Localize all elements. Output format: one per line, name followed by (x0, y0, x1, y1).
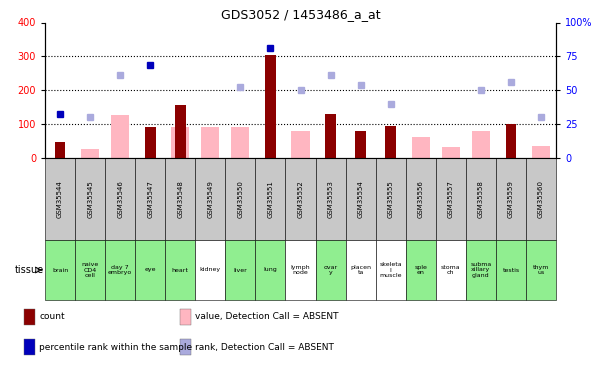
Bar (412, 137, 430, 158)
Text: count: count (39, 312, 65, 321)
Bar (505, 124, 516, 158)
Text: GSM35551: GSM35551 (267, 180, 273, 218)
Bar (466, 240, 496, 300)
Text: GSM35559: GSM35559 (508, 180, 514, 218)
Bar (165, 158, 195, 240)
Text: GSM35550: GSM35550 (237, 180, 243, 218)
Bar (442, 147, 460, 158)
Text: subma
xillary
gland: subma xillary gland (470, 262, 492, 278)
Text: GSM35546: GSM35546 (117, 180, 123, 218)
Bar (180, 309, 191, 325)
Text: GSM35558: GSM35558 (478, 180, 484, 218)
Bar (45, 158, 75, 240)
Bar (532, 146, 550, 158)
Bar (24, 339, 35, 356)
Bar (195, 240, 225, 300)
Bar (291, 130, 310, 158)
Bar (346, 240, 376, 300)
Bar (175, 105, 186, 158)
Bar (135, 158, 165, 240)
Text: lymph
node: lymph node (291, 265, 310, 275)
Text: heart: heart (172, 267, 189, 273)
Text: GSM35555: GSM35555 (388, 180, 394, 218)
Bar (526, 240, 556, 300)
Bar (325, 114, 336, 158)
Text: rank, Detection Call = ABSENT: rank, Detection Call = ABSENT (195, 343, 334, 352)
Text: GSM35548: GSM35548 (177, 180, 183, 218)
Text: skeleta
l
muscle: skeleta l muscle (379, 262, 402, 278)
Text: GSM35545: GSM35545 (87, 180, 93, 218)
Text: brain: brain (52, 267, 69, 273)
Bar (355, 130, 366, 158)
Bar (231, 127, 249, 158)
Bar (255, 240, 285, 300)
Text: value, Detection Call = ABSENT: value, Detection Call = ABSENT (195, 312, 339, 321)
Text: GSM35552: GSM35552 (297, 180, 304, 218)
Bar (496, 158, 526, 240)
Bar (225, 240, 255, 300)
Bar (346, 158, 376, 240)
Title: GDS3052 / 1453486_a_at: GDS3052 / 1453486_a_at (221, 8, 380, 21)
Text: stoma
ch: stoma ch (441, 265, 460, 275)
Text: GSM35560: GSM35560 (538, 180, 544, 218)
Text: GSM35547: GSM35547 (147, 180, 153, 218)
Bar (145, 127, 156, 158)
Text: GSM35554: GSM35554 (358, 180, 364, 218)
Bar (105, 240, 135, 300)
Text: eye: eye (144, 267, 156, 273)
Bar (472, 130, 490, 158)
Bar (255, 158, 285, 240)
Bar (45, 240, 75, 300)
Bar (376, 158, 406, 240)
Bar (496, 240, 526, 300)
Text: GSM35549: GSM35549 (207, 180, 213, 218)
Bar (201, 127, 219, 158)
Bar (165, 240, 195, 300)
Bar (376, 240, 406, 300)
Bar (316, 240, 346, 300)
Bar (316, 158, 346, 240)
Bar (171, 127, 189, 158)
Bar (111, 116, 129, 158)
Bar (105, 158, 135, 240)
Text: sple
en: sple en (414, 265, 427, 275)
Bar (75, 158, 105, 240)
Bar (55, 142, 66, 158)
Bar (285, 240, 316, 300)
Text: GSM35557: GSM35557 (448, 180, 454, 218)
Bar (385, 126, 396, 158)
Text: thym
us: thym us (532, 265, 549, 275)
Text: day 7
embryо: day 7 embryо (108, 265, 132, 275)
Bar (75, 240, 105, 300)
Text: tissue: tissue (14, 265, 43, 275)
Bar (225, 158, 255, 240)
Text: kidney: kidney (200, 267, 221, 273)
Text: naive
CD4
cell: naive CD4 cell (82, 262, 99, 278)
Text: lung: lung (264, 267, 277, 273)
Text: GSM35544: GSM35544 (57, 180, 63, 218)
Bar (24, 309, 35, 325)
Bar (135, 240, 165, 300)
Bar (466, 158, 496, 240)
Bar (81, 149, 99, 158)
Text: GSM35553: GSM35553 (328, 180, 334, 218)
Text: testis: testis (502, 267, 519, 273)
Bar (406, 240, 436, 300)
Text: placen
ta: placen ta (350, 265, 371, 275)
Bar (406, 158, 436, 240)
Bar (195, 158, 225, 240)
Bar (265, 55, 276, 158)
Bar (436, 240, 466, 300)
Text: ovar
y: ovar y (323, 265, 338, 275)
Text: GSM35556: GSM35556 (418, 180, 424, 218)
Bar (526, 158, 556, 240)
Bar (285, 158, 316, 240)
Bar (436, 158, 466, 240)
Text: liver: liver (234, 267, 247, 273)
Bar (180, 339, 191, 356)
Text: percentile rank within the sample: percentile rank within the sample (39, 343, 192, 352)
